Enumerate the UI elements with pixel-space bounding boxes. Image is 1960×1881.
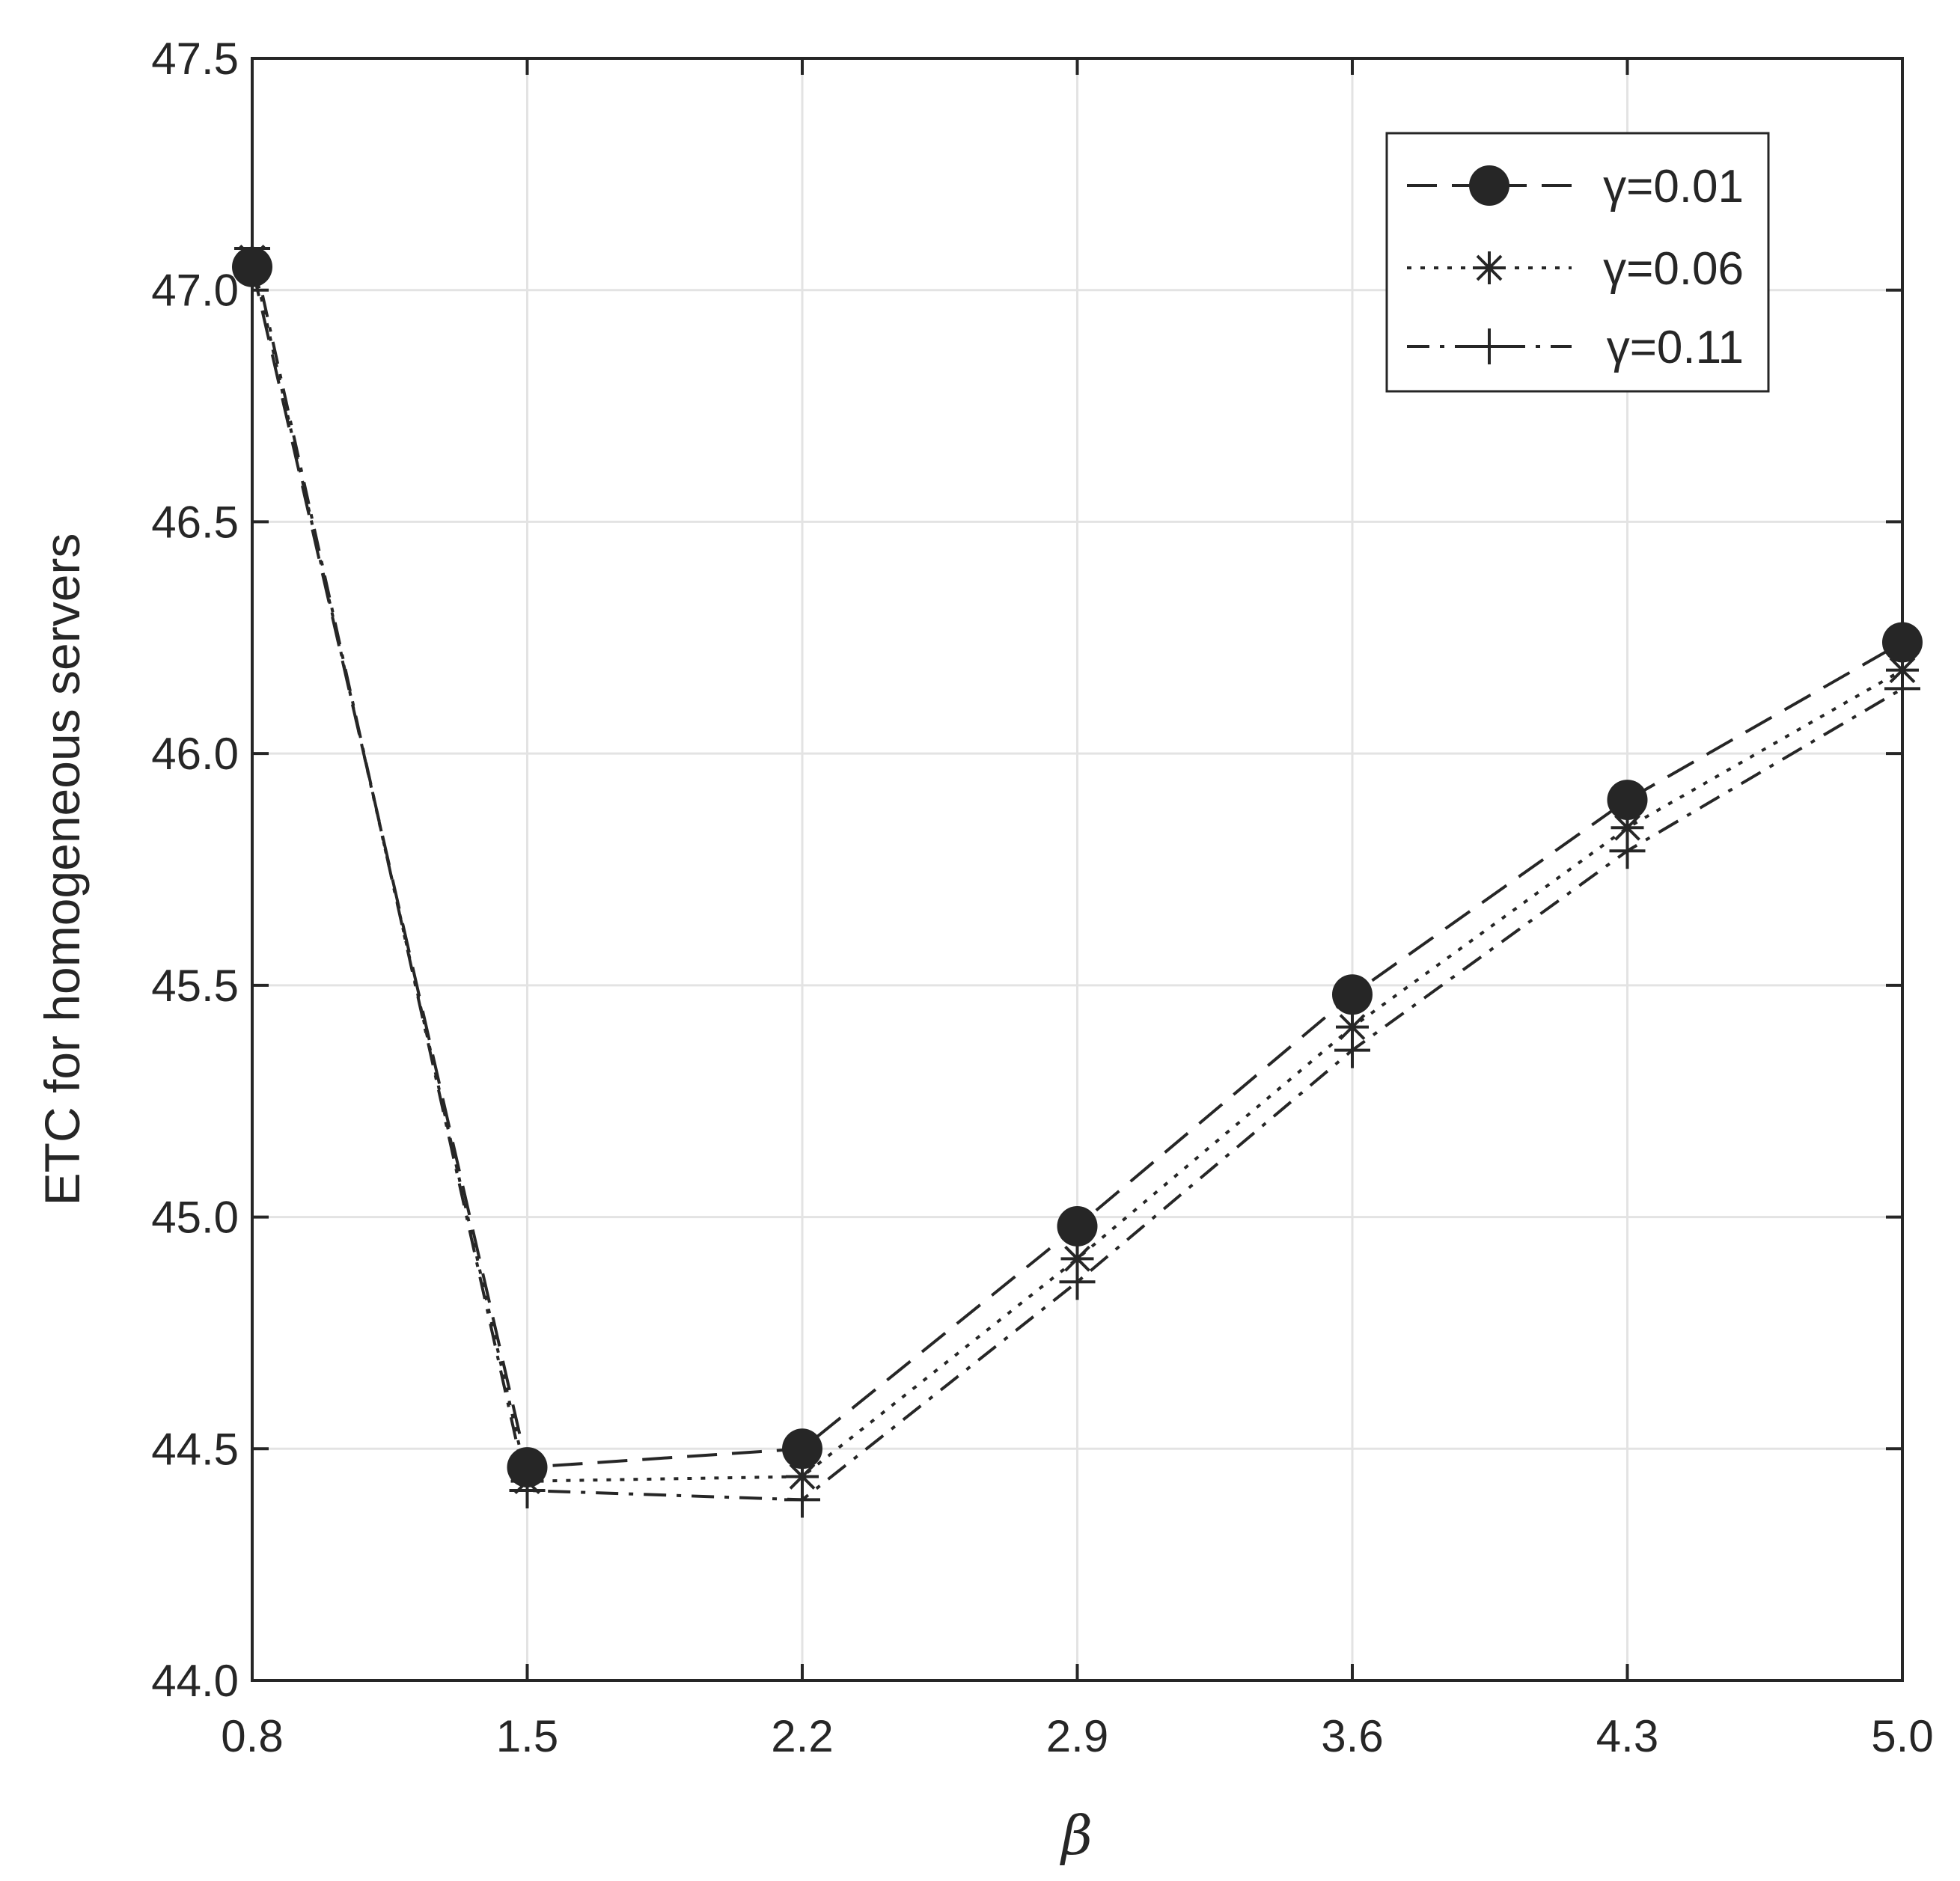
- circle-marker: [1607, 780, 1648, 821]
- axis-ticks: [251, 57, 1904, 1682]
- legend-label-1: γ=0.01: [1603, 161, 1744, 212]
- data-point-series-1: [1332, 974, 1373, 1015]
- legend-marker-1: [1469, 165, 1509, 206]
- asterisk-stroke: [1064, 1245, 1090, 1272]
- x-tick-label: 4.3: [1596, 1711, 1658, 1761]
- y-tick-label: 46.0: [151, 729, 239, 779]
- legend-label-2: γ=0.06: [1603, 243, 1744, 295]
- data-point-series-1: [782, 1428, 822, 1469]
- x-axis-title: β: [1059, 1804, 1093, 1867]
- x-tick-labels: 0.8 1.5 2.2 2.9 3.6 4.3 5.0: [221, 1711, 1933, 1761]
- data-point-series-2: [1611, 811, 1644, 845]
- data-point-series-1: [1057, 1205, 1098, 1247]
- x-tick-label: 0.8: [221, 1711, 283, 1761]
- circle-marker: [1469, 165, 1509, 206]
- y-tick-label: 47.0: [151, 266, 239, 316]
- asterisk-stroke: [789, 1463, 816, 1490]
- circle-marker: [1057, 1205, 1098, 1247]
- y-tick-labels: 44.0 44.5 45.0 45.5 46.0 46.5 47.0 47.5: [151, 34, 239, 1706]
- circle-marker: [782, 1428, 822, 1469]
- series-markers: [232, 230, 1923, 1518]
- x-tick-label: 2.9: [1046, 1711, 1108, 1761]
- data-point-series-3: [1334, 1032, 1370, 1068]
- y-tick-label: 45.5: [151, 961, 239, 1011]
- x-tick-label: 1.5: [496, 1711, 558, 1761]
- asterisk-stroke: [1476, 254, 1503, 281]
- legend-marker-2: [1473, 251, 1506, 284]
- y-axis-title: ETC for homogeneous servers: [34, 533, 90, 1206]
- legend-box: [1385, 132, 1770, 393]
- data-point-series-3: [1609, 833, 1646, 869]
- data-point-series-3: [1059, 1264, 1096, 1300]
- data-point-series-3: [784, 1481, 820, 1518]
- y-tick-label: 44.5: [151, 1424, 239, 1474]
- asterisk-stroke: [1614, 814, 1640, 841]
- legend-label-3: γ=0.11: [1607, 322, 1744, 373]
- circle-marker: [1332, 974, 1373, 1015]
- x-tick-label: 2.2: [771, 1711, 833, 1761]
- asterisk-stroke: [1339, 1014, 1366, 1041]
- y-tick-label: 46.5: [151, 497, 239, 547]
- data-point-series-3: [509, 1472, 546, 1509]
- y-tick-label: 44.0: [151, 1656, 239, 1706]
- x-tick-label: 3.6: [1321, 1711, 1383, 1761]
- y-tick-label: 47.5: [151, 34, 239, 84]
- data-point-series-1: [1607, 780, 1648, 821]
- y-tick-label: 45.0: [151, 1193, 239, 1243]
- legend-marker-3: [1471, 328, 1507, 364]
- x-tick-label: 5.0: [1871, 1711, 1933, 1761]
- legend: γ=0.01 γ=0.06 γ=0.11: [1385, 132, 1770, 393]
